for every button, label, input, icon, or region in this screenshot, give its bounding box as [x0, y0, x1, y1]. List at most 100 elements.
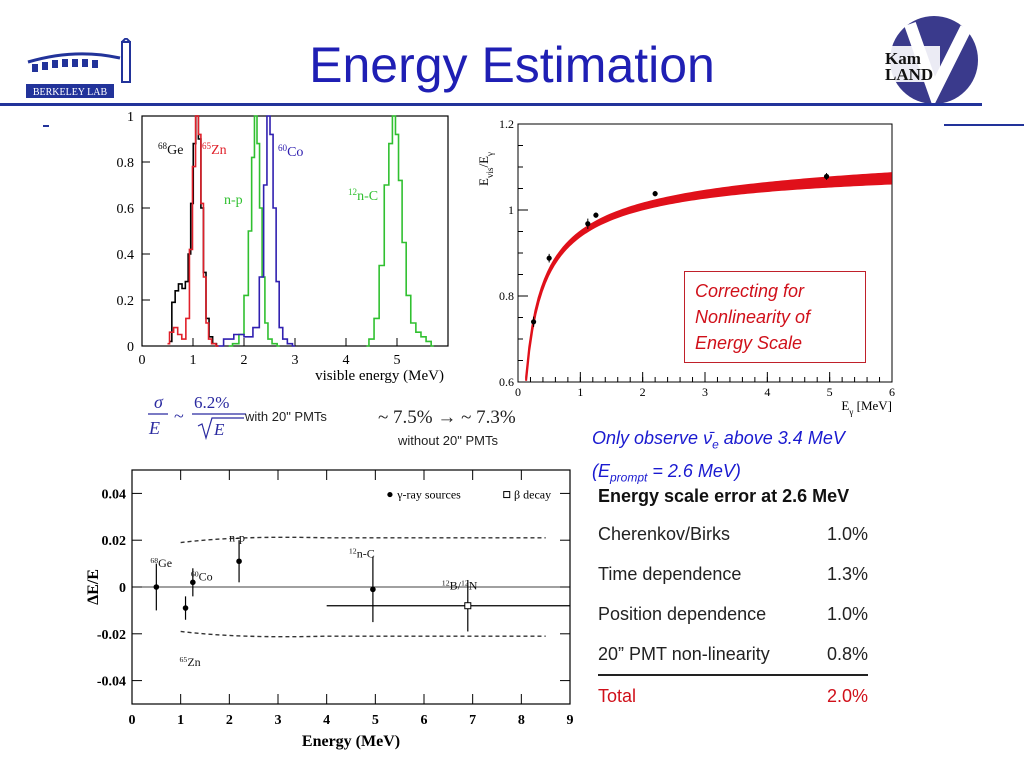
x-tick-label: 8 [518, 713, 525, 728]
y-tick-label: 0.8 [499, 289, 514, 303]
spectrum-label-np: n-p [224, 193, 243, 208]
x-tick-label: 3 [702, 385, 708, 399]
x-axis-label: visible energy (MeV) [315, 368, 444, 384]
data-point-label: 12n-C [349, 546, 375, 561]
x-tick-label: 9 [567, 713, 574, 728]
resolution-with-value: 6.2% [194, 393, 229, 412]
observe-prompt-post: = 2.6 MeV) [647, 460, 741, 481]
data-point [652, 191, 658, 197]
spectrum-label-zn: 65Zn [202, 141, 227, 158]
error-row-label: Cherenkov/Birks [598, 524, 731, 544]
data-point [182, 605, 189, 611]
x-tick-label: 2 [226, 713, 233, 728]
error-row-value: 0.8% [826, 644, 868, 664]
error-row: Position dependence 1.0% [598, 600, 868, 640]
observe-text: Only observe [592, 428, 704, 448]
error-total-value: 2.0% [826, 686, 868, 706]
x-tick-label: 0 [515, 385, 521, 399]
x-tick-label: 4 [343, 353, 350, 368]
observe-nu: ν̄ [703, 428, 713, 448]
observe-threshold: above 3.4 MeV [718, 428, 845, 448]
data-point-label: 65Zn [180, 655, 201, 670]
data-point [190, 579, 196, 586]
header-rule [0, 103, 982, 106]
x-tick-label: 1 [190, 353, 197, 368]
x-tick-label: 6 [421, 713, 428, 728]
fit-band [525, 172, 892, 381]
data-point [585, 221, 591, 227]
spectrum-line [366, 115, 434, 347]
x-axis-label: Energy (MeV) [302, 733, 400, 750]
x-tick-label: 5 [394, 353, 401, 368]
error-row: 20” PMT non-linearity 0.8% [598, 640, 868, 680]
berkeley-lab-logo-graphic: BERKELEY LAB [26, 36, 131, 98]
x-tick-label: 0 [139, 353, 146, 368]
svg-text:BERKELEY LAB: BERKELEY LAB [33, 87, 108, 98]
x-tick-label: 1 [577, 385, 583, 399]
nonlinearity-chart: 0.6 0.8 1 1.2 0 1 2 3 4 5 6Eγ [MeV] Evis/Eγ [476, 117, 895, 417]
page-title: Energy Estimation [309, 37, 715, 93]
error-total-row: Total 2.0% [598, 682, 868, 722]
x-tick-label: 5 [827, 385, 833, 399]
spectrum-label-n12c: 12n-C [348, 187, 378, 204]
kamland-logo: Kam LAND [882, 12, 982, 108]
error-row-label: 20” PMT non-linearity [598, 644, 770, 664]
observe-note-line1: Only observe ν̄e above 3.4 MeV [592, 425, 932, 458]
observe-note: Only observe ν̄e above 3.4 MeV (Eprompt … [592, 425, 932, 490]
spectrum-line [167, 115, 219, 347]
band-upper [180, 536, 546, 544]
y-tick-label: 1 [127, 112, 134, 125]
y-tick-label: -0.02 [97, 628, 126, 643]
data-point-label: 60Co [191, 569, 213, 584]
data-point [823, 173, 830, 180]
error-table-title: Energy scale error at 2.6 MeV [598, 486, 850, 506]
x-tick-label: 3 [275, 713, 282, 728]
x-tick-label: 4 [323, 713, 330, 728]
legend-gamma-marker [387, 491, 393, 498]
y-tick-label: 0.02 [102, 534, 127, 549]
svg-text:Kam: Kam [885, 49, 921, 68]
y-tick-label: 0.4 [117, 248, 135, 263]
data-point [464, 602, 472, 610]
error-total-label: Total [598, 686, 637, 706]
y-tick-label: 1.2 [499, 117, 514, 131]
svg-text:E: E [148, 418, 160, 438]
x-tick-label: 2 [640, 385, 646, 399]
x-tick-label: 0 [129, 713, 136, 728]
data-point [546, 255, 552, 261]
legend-beta-label: β decay [514, 488, 551, 502]
svg-text:LAND: LAND [885, 65, 933, 84]
resolution-without-value: ~ 7.5% → ~ 7.3% [378, 407, 516, 428]
x-tick-label: 4 [764, 385, 770, 399]
x-tick-label: 5 [372, 713, 379, 728]
observe-note-line2: (Eprompt = 2.6 MeV) [592, 458, 932, 491]
error-row: Cherenkov/Birks 1.0% [598, 520, 868, 560]
nonlinearity-note-line: Correcting for [695, 281, 805, 301]
spectrum-line [170, 115, 219, 347]
x-axis-label: Eγ [MeV] [841, 398, 892, 417]
y-tick-label: 0 [119, 581, 126, 596]
legend-beta-marker [503, 491, 511, 499]
energy-residual-chart: 0.04 0.02 0 -0.02 -0.04 0 1 2 3 4 5 6 7 8 9 Energy (MeV… [85, 469, 574, 750]
data-point-label: 12B/12N [442, 578, 478, 593]
y-tick-label: 0.6 [499, 375, 514, 389]
data-point-label: n-p [229, 530, 245, 544]
data-point [236, 558, 242, 565]
svg-text:E: E [213, 420, 225, 439]
data-point [153, 584, 160, 590]
nonlinearity-note-line: Energy Scale [695, 333, 803, 353]
x-tick-label: 7 [469, 713, 476, 728]
nonlinearity-note: Correcting for Nonlinearity of Energy Sc… [684, 271, 866, 363]
nonlinearity-note-line: Nonlinearity of [695, 307, 811, 327]
x-tick-label: 3 [292, 353, 299, 368]
resolution-formula: σ E ~ 6.2% E [148, 392, 246, 441]
y-tick-label: 0.6 [117, 202, 135, 217]
header-rule-dash [43, 125, 49, 127]
band-lower [180, 630, 546, 638]
spectrum-label-co: 60Co [278, 143, 303, 160]
error-row-value: 1.0% [826, 604, 868, 624]
spectrum-line [218, 115, 295, 347]
y-tick-label: 0.04 [102, 487, 127, 502]
y-tick-label: 0 [127, 340, 134, 355]
data-point [593, 212, 599, 218]
